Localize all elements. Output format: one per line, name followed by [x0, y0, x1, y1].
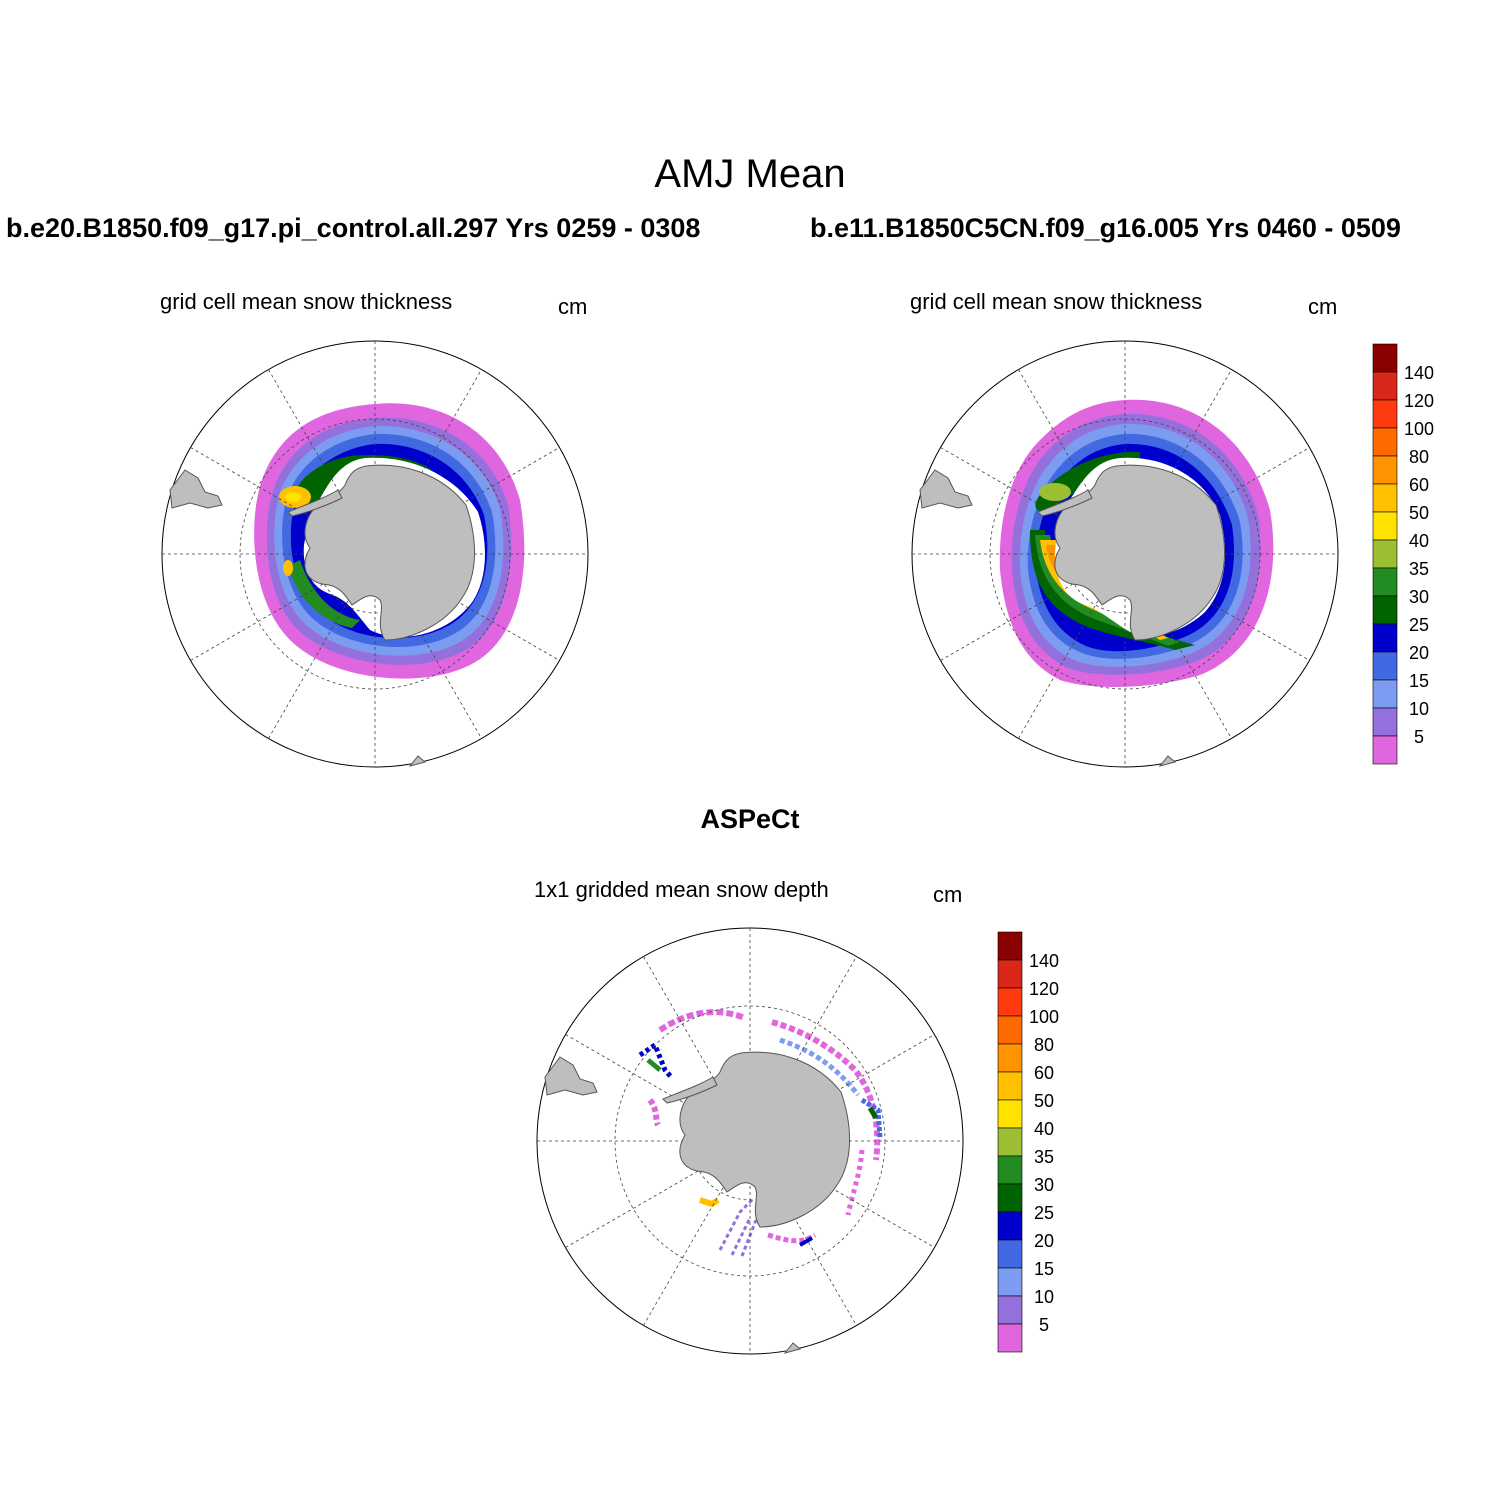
panel1-subtitle: grid cell mean snow thickness [160, 289, 453, 314]
colorbar-label: 120 [1029, 979, 1059, 999]
new-zealand-3 [783, 1342, 802, 1354]
peninsula-1 [287, 489, 343, 517]
colorbar-label: 40 [1034, 1119, 1054, 1139]
colorbar-label: 25 [1409, 615, 1429, 635]
colorbar-box [1372, 623, 1398, 653]
colorbar-box [997, 1015, 1023, 1045]
colorbar-box [1372, 427, 1398, 457]
colorbar-label: 80 [1034, 1035, 1054, 1055]
obs-field-3 [638, 1009, 883, 1257]
colorbar-label: 80 [1409, 447, 1429, 467]
colorbar-label: 60 [1034, 1063, 1054, 1083]
colorbar-top: 140 120 100 80 60 50 40 35 30 25 20 15 10 5 [1372, 343, 1434, 765]
colorbar-box [997, 1323, 1023, 1353]
colorbar-box [1372, 371, 1398, 401]
colorbar-box [1372, 483, 1398, 513]
colorbar-box [1372, 399, 1398, 429]
peninsula-2 [1037, 489, 1093, 517]
colorbar-label: 5 [1039, 1315, 1049, 1335]
colorbar-label: 50 [1034, 1091, 1054, 1111]
colorbar-label: 140 [1404, 363, 1434, 383]
colorbar-box [997, 1183, 1023, 1213]
map-panel-1 [161, 340, 589, 768]
map-panel-2 [911, 340, 1339, 768]
colorbar-label: 60 [1409, 475, 1429, 495]
colorbar-box [997, 1267, 1023, 1297]
colorbar-label: 15 [1034, 1259, 1054, 1279]
colorbar-box [1372, 539, 1398, 569]
south-america-3 [544, 1056, 598, 1096]
colorbar-label: 30 [1034, 1175, 1054, 1195]
colorbar-box [1372, 651, 1398, 681]
colorbar-box [997, 1295, 1023, 1325]
colorbar-label: 30 [1409, 587, 1429, 607]
peninsula-3 [662, 1076, 718, 1104]
colorbar-box [1372, 595, 1398, 625]
new-zealand-2 [1158, 755, 1177, 767]
colorbar-box [1372, 707, 1398, 737]
colorbar-box [997, 1099, 1023, 1129]
colorbar-label: 100 [1404, 419, 1434, 439]
case1-title: b.e20.B1850.f09_g17.pi_control.all.297 Y… [6, 213, 701, 243]
colorbar-label: 35 [1034, 1147, 1054, 1167]
colorbar-box [1372, 567, 1398, 597]
colorbar-box [997, 931, 1023, 961]
colorbar-box [1372, 343, 1398, 373]
colorbar-box [997, 1043, 1023, 1073]
colorbar-label: 10 [1409, 699, 1429, 719]
south-america-1 [169, 469, 223, 509]
colorbar-label: 120 [1404, 391, 1434, 411]
colorbar-label: 5 [1414, 727, 1424, 747]
colorbar-box [997, 959, 1023, 989]
figure-title: AMJ Mean [654, 152, 846, 196]
obs-title: ASPeCt [700, 804, 800, 834]
panel1-units: cm [558, 294, 588, 319]
colorbar-box [1372, 735, 1398, 765]
latitude-circle [614, 1005, 886, 1277]
panel2-units: cm [1308, 294, 1338, 319]
colorbar-bottom: 140 120 100 80 60 50 40 35 30 25 20 15 10 5 [997, 931, 1059, 1353]
colorbar-box [1372, 679, 1398, 709]
latitude-circle [989, 418, 1261, 690]
colorbar-label: 10 [1034, 1287, 1054, 1307]
colorbar-label: 25 [1034, 1203, 1054, 1223]
colorbar-label: 15 [1409, 671, 1429, 691]
case2-title: b.e11.B1850C5CN.f09_g16.005 Yrs 0460 - 0… [810, 213, 1401, 243]
colorbar-label: 40 [1409, 531, 1429, 551]
colorbar-label: 35 [1409, 559, 1429, 579]
colorbar-box [997, 1239, 1023, 1269]
south-america-2 [919, 469, 973, 509]
colorbar-label: 50 [1409, 503, 1429, 523]
landmass-1 [169, 464, 476, 767]
colorbar-box [997, 1127, 1023, 1157]
colorbar-box [997, 987, 1023, 1017]
map-panel-3 [536, 927, 964, 1355]
colorbar-box [997, 1071, 1023, 1101]
colorbar-box [997, 1211, 1023, 1241]
panel3-subtitle: 1x1 gridded mean snow depth [534, 877, 829, 902]
colorbar-label: 20 [1034, 1231, 1054, 1251]
landmass-2 [919, 464, 1226, 767]
colorbar-label: 20 [1409, 643, 1429, 663]
panel2-subtitle: grid cell mean snow thickness [910, 289, 1203, 314]
landmass-3 [544, 1051, 851, 1354]
panel3-units: cm [933, 882, 963, 907]
colorbar-box [1372, 511, 1398, 541]
latitude-circle [239, 418, 511, 690]
colorbar-box [1372, 455, 1398, 485]
new-zealand-1 [408, 755, 427, 767]
colorbar-label: 100 [1029, 1007, 1059, 1027]
colorbar-box [997, 1155, 1023, 1185]
colorbar-label: 140 [1029, 951, 1059, 971]
